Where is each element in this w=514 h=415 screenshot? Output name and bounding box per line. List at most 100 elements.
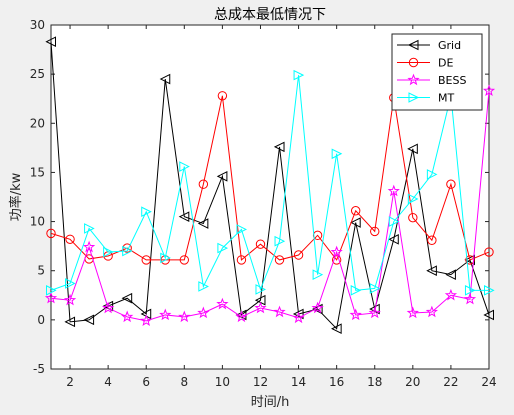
x-axis-label: 时间/h: [251, 395, 290, 410]
y-tick-label: 25: [30, 67, 45, 81]
y-tick-label: 30: [30, 18, 45, 32]
legend-label: MT: [438, 92, 454, 105]
data-point: [312, 269, 324, 280]
x-tick-label: 2: [66, 375, 74, 389]
series-mt: [46, 69, 495, 296]
data-point: [388, 216, 400, 227]
x-tick-label: 12: [253, 375, 268, 389]
chart-title: 总成本最低情况下: [214, 7, 326, 23]
data-point: [350, 206, 361, 216]
data-point: [121, 310, 134, 323]
x-tick-label: 16: [329, 375, 344, 389]
data-point: [427, 235, 437, 245]
data-point: [198, 179, 209, 189]
y-tick-label: 0: [37, 313, 45, 327]
data-point: [350, 285, 362, 296]
data-point: [65, 278, 76, 289]
data-point: [235, 310, 248, 323]
data-point: [408, 92, 420, 103]
data-point: [64, 316, 76, 328]
legend: Grid DE BESS MT: [391, 33, 483, 111]
data-point: [369, 283, 381, 294]
data-point: [293, 250, 304, 260]
data-point: [84, 223, 95, 234]
y-tick-label: 20: [30, 116, 45, 130]
legend-item: DE: [397, 57, 453, 70]
data-point: [255, 239, 266, 249]
series-line: [50, 75, 489, 291]
y-axis: -5 0 5 10 15 20 25 30: [30, 18, 489, 376]
data-point: [484, 247, 494, 257]
y-tick-label: -5: [33, 362, 45, 376]
data-point: [140, 314, 153, 327]
data-point: [407, 73, 420, 86]
data-point: [444, 288, 458, 301]
x-tick-label: 4: [104, 375, 112, 389]
data-point: [426, 265, 437, 277]
data-point: [446, 179, 456, 189]
data-point: [179, 255, 190, 265]
legend-item: BESS: [397, 73, 466, 87]
data-point: [311, 301, 324, 314]
data-point: [44, 291, 58, 304]
data-point: [464, 285, 476, 296]
data-point: [331, 148, 343, 160]
data-point: [122, 245, 133, 257]
legend-label: Grid: [438, 39, 461, 52]
x-tick-label: 8: [180, 375, 188, 389]
data-point: [331, 255, 342, 265]
data-point: [178, 310, 191, 323]
data-point: [350, 217, 361, 228]
x-tick-label: 6: [142, 375, 150, 389]
data-point: [159, 308, 172, 321]
legend-label: BESS: [438, 74, 466, 87]
data-point: [406, 306, 419, 319]
x-tick-label: 14: [291, 375, 306, 389]
data-point: [482, 84, 496, 97]
data-point: [45, 36, 56, 48]
data-point: [178, 211, 190, 222]
data-point: [388, 233, 399, 245]
data-point: [426, 169, 438, 180]
data-point: [407, 193, 419, 205]
x-tick-label: 18: [367, 375, 382, 389]
data-point: [46, 228, 56, 239]
legend-item: MT: [397, 92, 454, 105]
data-point: [273, 305, 286, 318]
legend-label: DE: [438, 57, 453, 70]
legend-item: Grid: [397, 39, 461, 52]
data-point: [159, 73, 171, 85]
data-point: [103, 246, 114, 258]
data-point: [217, 242, 229, 254]
data-point: [46, 285, 57, 296]
y-axis-label: 功率/kw: [8, 172, 24, 221]
data-point: [255, 284, 267, 295]
data-point: [387, 184, 400, 197]
data-point: [483, 309, 494, 321]
data-point: [370, 226, 380, 237]
data-point: [273, 141, 285, 153]
data-point: [63, 293, 77, 306]
data-point: [349, 308, 362, 321]
data-point: [368, 306, 381, 319]
data-point: [216, 297, 229, 310]
data-point: [83, 314, 95, 326]
data-point: [254, 301, 267, 314]
series-line: [50, 95, 490, 261]
data-point: [408, 212, 418, 223]
data-point: [445, 269, 456, 280]
data-point: [198, 281, 209, 292]
data-point: [179, 161, 190, 172]
data-point: [274, 235, 286, 247]
data-point: [408, 57, 419, 68]
data-point: [217, 91, 228, 101]
data-point: [197, 306, 210, 319]
y-tick-label: 15: [30, 165, 45, 179]
data-point: [425, 305, 438, 318]
data-point: [292, 311, 305, 324]
data-point: [463, 292, 477, 305]
x-axis: 2 4 6 8 10 12 14 16 18 20 22 24: [66, 25, 497, 389]
data-point: [216, 171, 228, 182]
x-tick-label: 20: [405, 375, 420, 389]
